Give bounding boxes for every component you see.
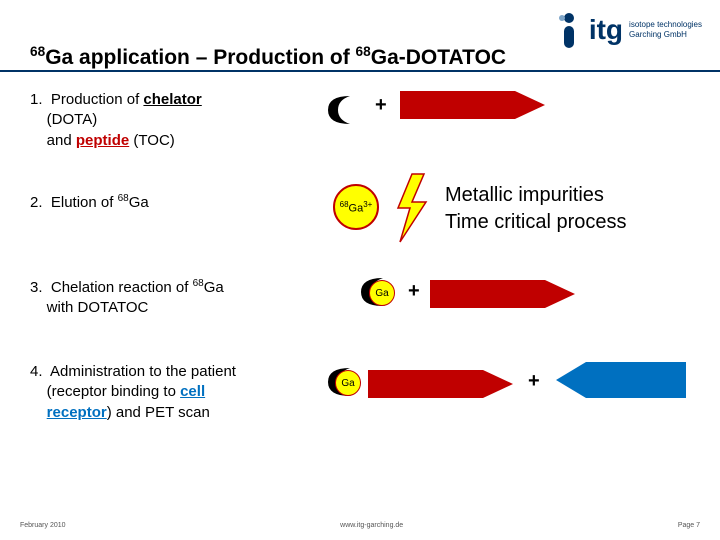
logo-sub-1: isotope technologies bbox=[629, 20, 702, 30]
title-suf: Ga-DOTATOC bbox=[371, 46, 506, 69]
step-3: 3. Chelation reaction of 68Ga with DOTAT… bbox=[30, 277, 224, 319]
note-time: Time critical process bbox=[445, 209, 627, 235]
receptor-shape bbox=[556, 358, 696, 402]
step4-cell: cell bbox=[180, 383, 205, 400]
step3-l1a: Chelation reaction of bbox=[51, 279, 193, 296]
step-2: 2. Elution of 68Ga bbox=[30, 192, 149, 213]
logo-icon bbox=[555, 10, 583, 50]
step4-l2a: (receptor binding to bbox=[47, 383, 180, 400]
ga-label-2: Ga bbox=[375, 288, 388, 299]
chelator-shape-1 bbox=[320, 92, 360, 128]
slide-title: 68Ga application – Production of 68Ga-DO… bbox=[30, 44, 506, 70]
plus-2: + bbox=[408, 280, 420, 303]
ga-circle-2: Ga bbox=[369, 280, 395, 306]
step4-l1: Administration to the patient bbox=[50, 363, 236, 380]
plus-3: + bbox=[528, 370, 540, 393]
logo-sub-2: Garching GmbH bbox=[629, 30, 702, 40]
title-sup-2: 68 bbox=[356, 44, 371, 59]
lightning-bolt-icon bbox=[390, 172, 434, 246]
body: 1. Production of chelator (DOTA) and pep… bbox=[0, 72, 720, 502]
step4-l3b: ) and PET scan bbox=[107, 404, 210, 421]
step2-sup: 68 bbox=[118, 193, 129, 204]
step3-sup: 68 bbox=[193, 278, 204, 289]
logo: itg isotope technologies Garching GmbH bbox=[555, 10, 702, 50]
header: 68Ga application – Production of 68Ga-DO… bbox=[0, 0, 720, 72]
step2-num: 2. bbox=[30, 194, 43, 211]
step4-num: 4. bbox=[30, 363, 43, 380]
step1-l1a: Production of bbox=[51, 91, 144, 108]
step1-peptide: peptide bbox=[76, 132, 129, 149]
logo-subtitle: isotope technologies Garching GmbH bbox=[629, 20, 702, 39]
step3-num: 3. bbox=[30, 279, 43, 296]
step3-l2: with DOTATOC bbox=[47, 299, 149, 316]
plus-1: + bbox=[375, 94, 387, 117]
title-sup-1: 68 bbox=[30, 44, 45, 59]
step3-l1b: Ga bbox=[204, 279, 224, 296]
title-mid: Ga application – Production of bbox=[45, 46, 355, 69]
footer-right: Page 7 bbox=[678, 522, 700, 529]
ga-circle-3: Ga bbox=[335, 370, 361, 396]
step1-l2: (DOTA) bbox=[47, 111, 98, 128]
ga-label: 68Ga3+ bbox=[340, 200, 373, 215]
peptide-arrow-3 bbox=[368, 366, 518, 402]
step1-l3a: and bbox=[47, 132, 76, 149]
logo-text: itg bbox=[589, 16, 623, 44]
ga-circle: 68Ga3+ bbox=[333, 184, 379, 230]
step1-chelator: chelator bbox=[143, 91, 201, 108]
step1-l3b: (TOC) bbox=[129, 132, 175, 149]
step1-num: 1. bbox=[30, 91, 43, 108]
footer-center: www.itg-garching.de bbox=[340, 522, 403, 529]
step-4: 4. Administration to the patient (recept… bbox=[30, 362, 236, 423]
footer: February 2010 www.itg-garching.de Page 7 bbox=[0, 516, 720, 540]
slide: 68Ga application – Production of 68Ga-DO… bbox=[0, 0, 720, 540]
step-1: 1. Production of chelator (DOTA) and pep… bbox=[30, 90, 202, 151]
step2-l1b: Ga bbox=[129, 194, 149, 211]
peptide-arrow-1 bbox=[400, 87, 550, 123]
ga-label-3: Ga bbox=[341, 378, 354, 389]
peptide-arrow-2 bbox=[430, 276, 580, 312]
footer-left: February 2010 bbox=[20, 522, 66, 529]
note-impurities: Metallic impurities bbox=[445, 182, 604, 208]
step4-receptor: receptor bbox=[47, 404, 107, 421]
step2-l1a: Elution of bbox=[51, 194, 118, 211]
